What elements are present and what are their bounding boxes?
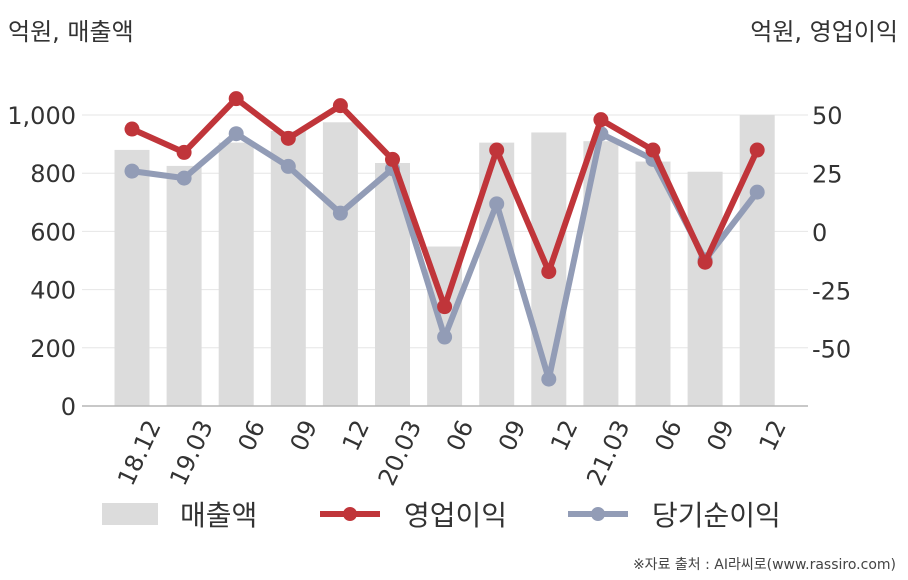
legend-item-net-profit: 당기순이익 [566, 494, 781, 534]
left-axis-unit: 억원, 매출액 [8, 18, 134, 46]
x-axis-tick-label: 06 [441, 416, 479, 456]
net-profit-point [749, 184, 765, 200]
operating-profit-point [697, 254, 713, 270]
x-axis-tick-label: 09 [493, 416, 531, 456]
left-axis-tick-label: 0 [61, 393, 76, 421]
revenue-bar [322, 122, 358, 407]
operating-profit-point [385, 151, 400, 167]
x-axis-tick-label: 09 [701, 416, 739, 456]
operating-profit-point [541, 264, 557, 280]
net-profit-point [176, 170, 192, 186]
x-axis-tick-label: 19.03 [164, 416, 218, 490]
x-axis-tick-label: 12 [337, 416, 375, 456]
legend-label-net-profit: 당기순이익 [652, 499, 781, 532]
x-axis-tick-label: 06 [233, 416, 271, 456]
revenue-bar [687, 171, 723, 406]
revenue-bar [166, 165, 202, 406]
x-axis-tick-label: 12 [545, 416, 583, 456]
revenue-swatch [102, 503, 158, 525]
revenue-bar [114, 149, 150, 407]
right-axis-tick-label: 0 [812, 219, 827, 247]
x-axis-tick-label: 20.03 [373, 416, 427, 490]
legend-item-revenue: 매출액 [102, 494, 257, 534]
operating-profit-point [437, 299, 453, 315]
net-profit-swatch [568, 507, 628, 521]
right-axis-tick-label: 25 [812, 160, 843, 188]
revenue-bar [635, 161, 671, 406]
net-profit-point [124, 163, 140, 179]
right-axis-tick-label: 50 [812, 102, 843, 130]
net-profit-point [489, 196, 505, 212]
net-profit-point [228, 126, 244, 142]
revenue-bar [218, 142, 254, 406]
operating-profit-point [280, 130, 296, 146]
left-axis-tick-label: 400 [30, 277, 76, 305]
x-axis-tick-label: 09 [285, 416, 323, 456]
revenue-bar [739, 115, 775, 406]
revenue-bars [114, 115, 775, 407]
operating-profit-point [176, 144, 192, 160]
operating-profit-point [749, 142, 765, 158]
grid-lines [82, 114, 808, 349]
net-profit-point [332, 205, 348, 221]
operating-profit-point [124, 121, 140, 137]
net-profit-point [541, 371, 557, 387]
net-profit-point [280, 158, 296, 174]
x-axis-tick-label: 12 [754, 416, 792, 456]
right-axis-unit: 억원, 영업이익 [750, 18, 898, 46]
x-axis-tick-label: 18.12 [112, 416, 166, 490]
operating-profit-swatch [320, 507, 380, 521]
operating-profit-point [332, 98, 348, 114]
x-axis-tick-label: 21.03 [581, 416, 635, 490]
legend-label-revenue: 매출액 [180, 499, 258, 532]
net-profit-point [437, 329, 453, 345]
left-axis-tick-label: 200 [30, 335, 76, 363]
operating-profit-point [645, 142, 661, 158]
source-note: ※자료 출처 : AI라씨로(www.rassiro.com) [632, 557, 896, 573]
operating-profit-point [489, 142, 505, 158]
legend-item-operating-profit: 영업이익 [318, 494, 507, 534]
right-axis-tick-label: -25 [812, 277, 851, 305]
profit-lines [124, 91, 765, 387]
right-axis-tick-label: -50 [812, 336, 851, 364]
x-axis-tick-label: 06 [649, 416, 687, 456]
left-axis-tick-label: 800 [30, 160, 76, 188]
operating-profit-point [228, 91, 244, 107]
legend-label-operating-profit: 영업이익 [404, 499, 508, 532]
left-axis-tick-label: 600 [30, 218, 76, 246]
operating-profit-point [593, 112, 609, 128]
left-axis-tick-label: 1,000 [7, 102, 76, 130]
